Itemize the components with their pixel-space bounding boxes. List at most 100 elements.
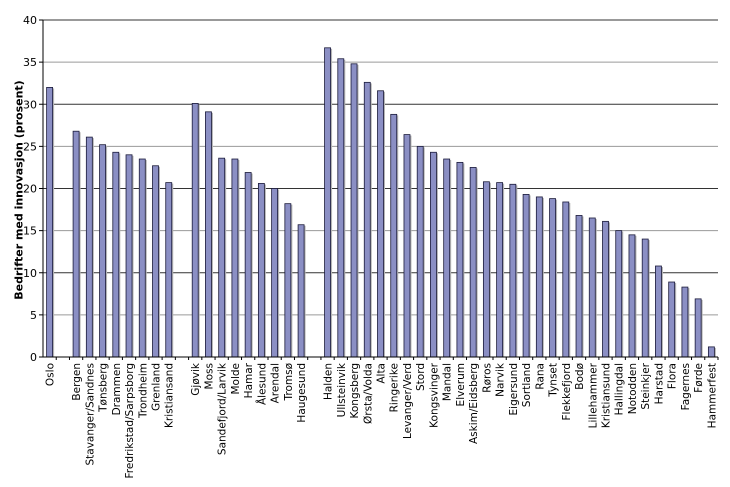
bar bbox=[231, 158, 239, 358]
x-tick-label: Tynset bbox=[548, 363, 560, 398]
bar bbox=[350, 63, 358, 358]
y-tick-label: 10 bbox=[23, 267, 37, 280]
x-tick-label: Trondheim bbox=[137, 363, 149, 419]
bar bbox=[363, 81, 371, 358]
y-tick-label: 25 bbox=[23, 140, 37, 153]
x-tick-label: Halden bbox=[323, 363, 335, 400]
bar bbox=[681, 286, 689, 358]
x-tick-label: Alta bbox=[376, 363, 388, 384]
bar bbox=[694, 298, 702, 358]
x-tick-label: Hammerfest bbox=[706, 363, 718, 428]
x-tick-label: Arendal bbox=[270, 363, 282, 403]
bar bbox=[549, 198, 556, 358]
bar bbox=[218, 157, 226, 358]
bar bbox=[244, 172, 252, 358]
y-tick-label: 0 bbox=[30, 351, 37, 364]
x-tick-label: Stord bbox=[415, 363, 427, 391]
bar bbox=[46, 87, 54, 358]
bar bbox=[575, 215, 583, 358]
bars bbox=[46, 47, 716, 358]
bar bbox=[390, 113, 398, 358]
bar bbox=[456, 161, 464, 358]
x-tick-label: Eigersund bbox=[508, 363, 520, 415]
x-tick-label: Fredrikstad/Sarpsborg bbox=[124, 363, 136, 478]
y-tick-label: 30 bbox=[23, 98, 37, 111]
x-tick-label: Kristiansand bbox=[164, 363, 176, 428]
y-tick-label: 40 bbox=[23, 14, 37, 27]
x-tick-label: Lillehammer bbox=[587, 362, 599, 428]
bar bbox=[641, 238, 649, 358]
bar bbox=[615, 230, 623, 358]
bar bbox=[469, 167, 477, 358]
bar bbox=[257, 183, 265, 358]
x-tick-label: Moss bbox=[203, 363, 215, 389]
y-tick-label: 35 bbox=[23, 56, 37, 69]
bar bbox=[707, 346, 715, 358]
x-tick-label: Kongsvinger bbox=[428, 362, 440, 427]
bar bbox=[562, 201, 570, 358]
x-tick-label: Hallingdal bbox=[614, 363, 626, 415]
x-tick-label: Tromsø bbox=[283, 362, 295, 401]
y-tick-label: 15 bbox=[23, 225, 37, 238]
x-tick-label: Elverum bbox=[455, 363, 467, 406]
bar bbox=[655, 265, 662, 358]
bar bbox=[297, 224, 305, 358]
bar bbox=[125, 154, 133, 358]
bar bbox=[509, 183, 517, 358]
x-tick-label: Grenland bbox=[151, 363, 163, 411]
x-tick-label: Mandal bbox=[442, 363, 454, 401]
x-tick-label: Førde bbox=[693, 363, 705, 393]
bar bbox=[668, 281, 676, 358]
x-tick-label: Ullsteinvik bbox=[336, 362, 348, 417]
bar bbox=[377, 90, 384, 358]
bar bbox=[403, 134, 411, 358]
bar bbox=[99, 144, 106, 358]
x-tick-label: Bergen bbox=[71, 363, 83, 401]
x-tick-label: Tønsberg bbox=[98, 363, 110, 413]
bar bbox=[496, 182, 504, 358]
x-tick-label: Ringerike bbox=[389, 363, 401, 412]
axes bbox=[42, 20, 718, 358]
bar bbox=[72, 130, 80, 358]
x-tick-label: Molde bbox=[230, 363, 242, 395]
y-tick-label: 20 bbox=[23, 183, 37, 196]
y-tick-label: 5 bbox=[30, 309, 37, 322]
x-tick-label: Ørsta/Volda bbox=[362, 363, 374, 424]
x-tick-label: Sortland bbox=[521, 363, 533, 407]
bar bbox=[138, 158, 146, 358]
x-tick-label: Kongsberg bbox=[349, 363, 361, 419]
bar bbox=[205, 111, 212, 358]
x-tick-label: Narvik bbox=[495, 362, 507, 397]
bar bbox=[337, 58, 345, 358]
bar bbox=[85, 136, 93, 358]
bar bbox=[430, 151, 437, 358]
bar bbox=[535, 196, 543, 358]
x-tick-label: Steinkjer bbox=[640, 362, 652, 409]
x-tick-label: Flora bbox=[667, 363, 679, 389]
x-tick-label: Notodden bbox=[627, 363, 639, 414]
x-tick-label: Kristiansund bbox=[601, 363, 613, 428]
bar bbox=[271, 188, 279, 358]
bar bbox=[284, 203, 292, 358]
bar bbox=[152, 165, 159, 358]
x-tick-label: Hamar bbox=[243, 362, 255, 398]
x-tick-label: Gjøvik bbox=[190, 362, 202, 396]
bar bbox=[443, 158, 451, 358]
x-tick-label: Ålesund bbox=[255, 363, 268, 405]
x-tick-label: Levanger/Verd bbox=[402, 363, 414, 439]
x-tick-label: Askim/Eidsberg bbox=[468, 363, 480, 444]
bar bbox=[588, 217, 596, 358]
bar bbox=[191, 103, 199, 358]
x-tick-label: Bodø bbox=[574, 362, 586, 389]
x-tick-label: Røros bbox=[481, 363, 493, 393]
x-tick-label: Haugesund bbox=[296, 363, 308, 423]
y-axis-ticks: 0 5 10 15 20 25 30 35 40 bbox=[23, 14, 43, 364]
x-tick-label: Sandefjord/Larvik bbox=[217, 362, 229, 455]
x-tick-label: Drammen bbox=[111, 363, 123, 415]
bar bbox=[416, 145, 424, 358]
bar bbox=[324, 47, 331, 358]
bar bbox=[602, 220, 609, 358]
x-tick-label: Oslo bbox=[45, 363, 57, 386]
x-axis-labels: Oslo Bergen Stavanger/Sandnes Tønsberg Dramm… bbox=[45, 357, 719, 478]
